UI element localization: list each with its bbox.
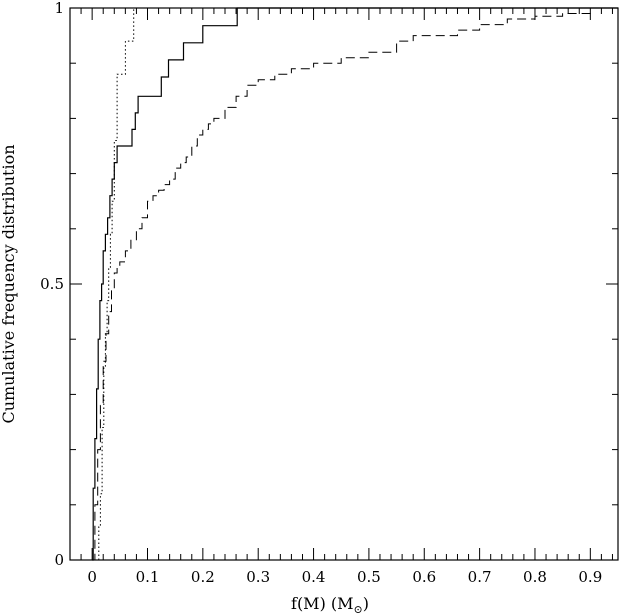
x-tick-label: 0.6	[412, 568, 436, 586]
series-line-dashed	[92, 7, 618, 561]
x-axis-label: f(M) (M⊙)	[291, 594, 369, 616]
x-axis-label-subscript: ⊙	[354, 603, 363, 616]
x-tick-label: 0.1	[136, 568, 160, 586]
tick-labels: 0 0.1 0.2 0.3 0.4 0.5 0.6 0.7 0.8 0.9 0 0.5 1	[40, 0, 602, 586]
x-tick-label: 0.5	[357, 568, 381, 586]
x-axis-label-main: f(M) (M	[291, 594, 354, 613]
x-tick-label: 0.4	[302, 568, 326, 586]
x-tick-label: 0.3	[246, 568, 270, 586]
x-tick-label: 0.9	[578, 568, 602, 586]
x-tick-label: 0.2	[191, 568, 215, 586]
series-group	[92, 7, 618, 561]
y-tick-label: 1	[54, 0, 64, 17]
x-axis-label-close: )	[363, 594, 369, 613]
x-tick-label: 0	[87, 568, 97, 586]
y-tick-label: 0.5	[40, 275, 64, 293]
axis-ticks	[70, 7, 618, 561]
y-tick-label: 0	[54, 551, 64, 569]
y-axis-label: Cumulative frequency distribution	[0, 144, 18, 423]
x-tick-label: 0.8	[523, 568, 547, 586]
x-tick-label: 0.7	[468, 568, 492, 586]
series-line-solid	[92, 7, 618, 561]
series-line-dotted	[98, 7, 618, 560]
plot-frame	[69, 7, 619, 561]
